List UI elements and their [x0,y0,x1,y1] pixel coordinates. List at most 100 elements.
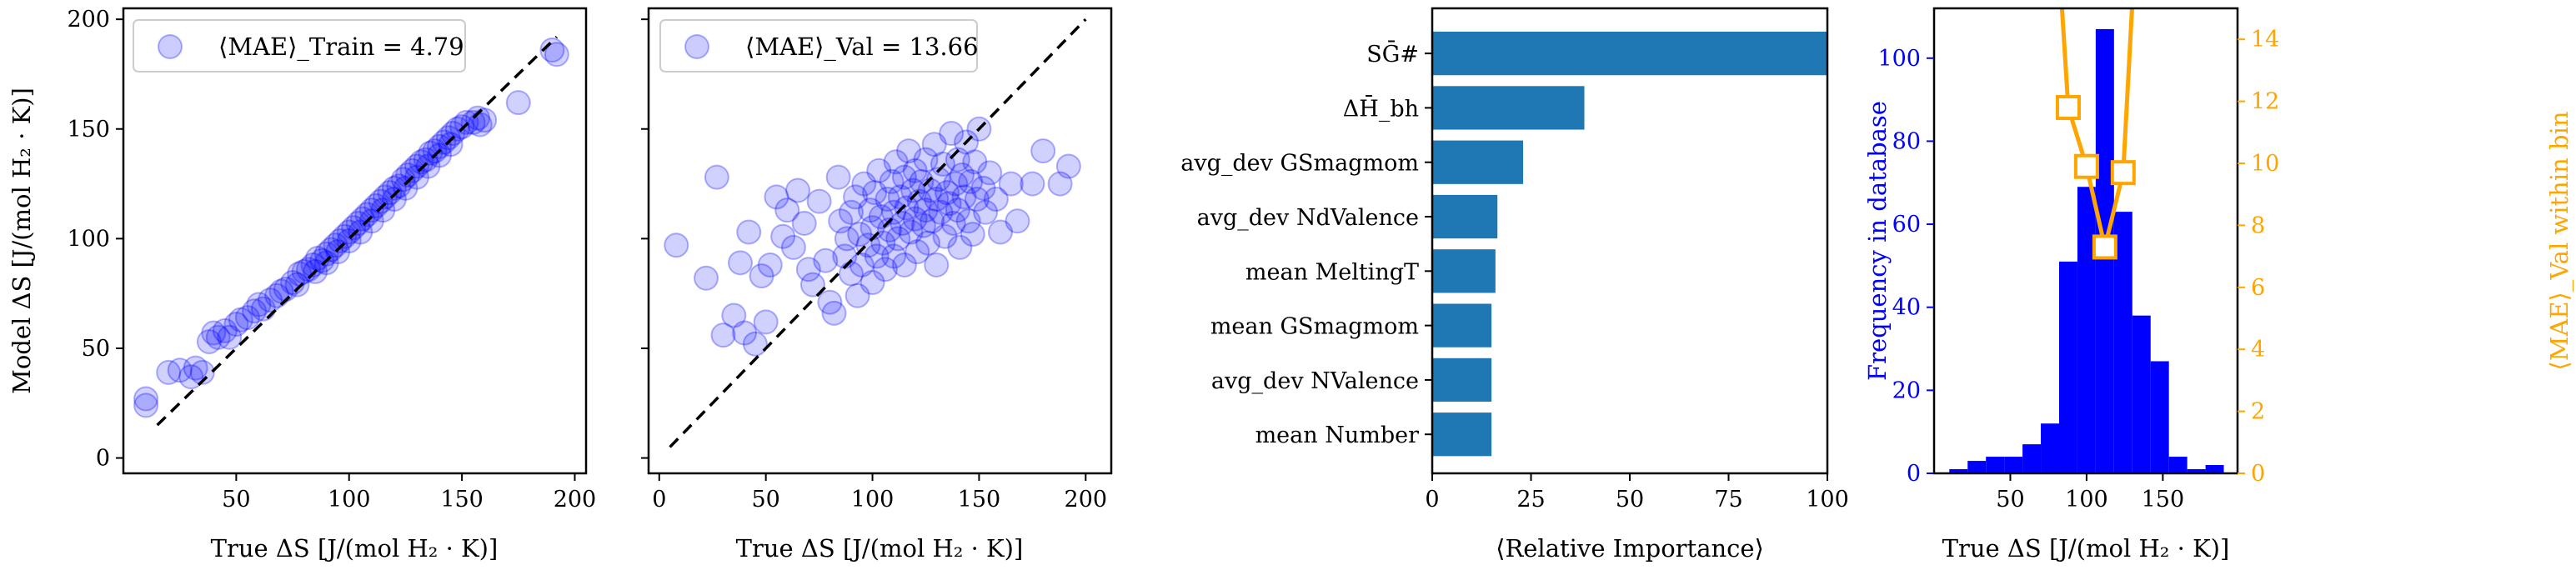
train-y-tick-label: 200 [67,7,110,32]
val-data-point [780,234,806,260]
importance-bar [1432,249,1496,293]
val-data-point [764,184,789,210]
train-data-point [332,223,358,249]
train-data-point [348,219,373,245]
val-data-point [721,302,747,328]
hist-left-y-tick-label: 40 [1892,295,1921,321]
val-data-point [945,198,970,223]
val-data-point [857,198,883,223]
val-data-point [902,206,928,232]
val-data-point [727,250,753,276]
val-data-point [732,320,758,346]
importance-category-label: avg_dev GSmagmom [1180,151,1419,177]
val-data-point [891,164,917,190]
val-data-point [905,239,930,265]
hist-x-axis-label: True ΔS [J/(mol H₂ · K)] [1942,534,2230,562]
train-data-point [539,38,565,63]
train-data-point [336,219,362,245]
histogram-bar [2004,457,2023,473]
train-data-point [368,188,393,214]
val-data-point [1005,208,1030,234]
train-data-point [228,307,253,332]
val-data-point [749,263,774,289]
val-data-point [870,230,896,256]
train-data-point [505,90,531,116]
val-data-point [862,180,888,206]
hist-right-y-axis-label: ⟨MAE⟩_Val within bin [2545,111,2574,370]
val-scatter-panel: 0 50 100 150 200 True ΔS [J/(mol H₂ · K)] ⟨M… [641,7,1113,562]
val-data-point [894,195,920,221]
val-data-point [977,160,1003,186]
val-data-point [694,265,719,291]
val-data-point [921,132,947,158]
train-data-point [196,329,222,355]
train-data-point [309,248,335,273]
val-data-point [875,186,900,212]
val-data-point [943,171,969,197]
importance-category-label: SḠ# [1366,39,1419,68]
val-data-point [910,212,936,238]
histogram-bar [1986,457,2005,473]
train-data-point [403,164,429,190]
importance-category-label: avg_dev NdValence [1197,205,1419,231]
train-frame [122,7,588,475]
importance-category-label: avg_dev NValence [1211,368,1419,394]
importance-x-tick-label: 0 [1425,487,1439,512]
train-y-tick-label: 50 [82,336,110,362]
val-data-point [898,219,924,245]
val-data-point [951,184,977,210]
val-data-point [932,223,958,249]
train-data-point [373,184,398,210]
hist-left-y-tick-label: 100 [1877,46,1921,72]
val-data-point [844,282,870,308]
train-data-point [449,114,475,140]
val-data-point [915,230,941,256]
hist-x-tick-label: 100 [2065,487,2108,512]
train-data-point [358,208,384,234]
val-data-point [883,149,909,175]
histogram-bar [2022,444,2042,473]
train-x-tick-label: 200 [554,487,597,512]
hist-x-tick-label: 50 [1996,487,2024,512]
importance-bar [1432,86,1585,130]
val-data-point [964,186,990,212]
val-data-point [885,226,911,252]
train-data-point [438,132,464,158]
hist-right-y-tick-label: 6 [2251,275,2265,301]
val-data-point [909,168,935,194]
histogram-bar [2168,457,2188,473]
train-data-point [363,192,389,218]
train-identity-line [156,35,559,427]
hist-left-y-tick-label: 0 [1907,461,1921,487]
val-data-point [947,234,973,260]
train-data-point [313,241,339,267]
histogram-bar [2113,212,2132,473]
train-data-point [354,202,380,228]
val-data-point [881,243,907,269]
val-data-point [843,184,869,210]
train-data-point [349,206,375,232]
importance-x-tick-label: 25 [1516,487,1545,512]
val-legend-label: ⟨MAE⟩_Val = 13.66 [745,32,979,62]
train-data-point [413,147,439,172]
mae-marker [2055,95,2081,121]
val-data-point [913,198,939,223]
val-data-point [955,208,981,234]
train-data-point [395,162,421,188]
val-data-point [881,199,907,225]
val-data-point [877,217,903,242]
val-data-point [864,243,890,269]
val-data-point [998,171,1024,197]
train-y-axis-label: Model ΔS [J/(mol H₂ · K)] [8,88,36,394]
val-data-point [940,210,966,236]
importance-frame [1431,7,1829,475]
val-data-point [928,199,954,225]
val-x-tick-label: 50 [751,487,779,512]
importance-bar [1432,412,1492,457]
val-data-point [924,186,950,212]
train-data-point [408,149,434,175]
importance-bar [1432,194,1498,239]
importance-category-label: mean GSmagmom [1210,314,1419,340]
val-data-point [813,248,839,273]
val-data-point [828,208,854,234]
